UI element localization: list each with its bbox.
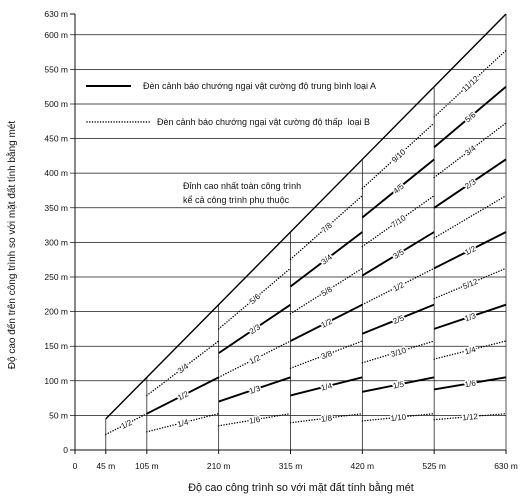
light-level-label-210-315-1: 1/3	[248, 384, 262, 396]
y-tick-label-500: 500 m	[44, 99, 68, 109]
light-level-line-315-420-6	[289, 194, 364, 260]
light-level-label-210-315-0: 1/6	[248, 415, 261, 426]
top-height-line	[105, 13, 507, 420]
light-level-label-525-630-1: 1/6	[464, 378, 477, 389]
y-tick-label-450: 450 m	[44, 134, 68, 144]
light-level-line-315-420-3	[290, 303, 363, 342]
light-level-label-315-420-1: 1/4	[320, 381, 334, 393]
x-axis-title: Độ cao công trình so với mặt đất tính bằ…	[188, 481, 414, 494]
light-level-line-420-525-4	[361, 267, 435, 306]
light-level-label-525-630-0: 1/12	[462, 412, 479, 422]
light-level-line-105-210-0	[146, 412, 220, 433]
light-level-label-525-630-8: 3/4	[463, 143, 478, 157]
light-level-line-105-210-2	[146, 340, 220, 397]
light-level-label-420-525-1: 1/5	[392, 379, 405, 390]
light-level-label-420-525-4: 1/2	[392, 280, 406, 293]
x-tick-label-525: 525 m	[422, 461, 446, 471]
x-tick-label-630: 630 m	[494, 461, 518, 471]
light-level-line-315-420-1	[290, 376, 363, 397]
y-tick-label-300: 300 m	[44, 237, 68, 247]
light-level-label-525-630-3: 1/3	[464, 311, 478, 323]
tick-labels-layer: 0 50 m 100 m 150 m 200 m 250 m 300 m 350 m 400 m…	[44, 9, 517, 471]
light-level-label-45-105-0: 1/2	[120, 418, 134, 431]
light-level-label-420-525-0: 1/10	[390, 412, 407, 423]
light-level-label-315-420-3: 1/2	[320, 316, 334, 329]
light-level-label-315-420-4: 5/8	[320, 284, 335, 298]
light-level-line-420-525-0	[361, 412, 435, 422]
light-level-label-315-420-2: 3/8	[320, 349, 334, 362]
light-level-line-525-630-6	[433, 194, 507, 239]
y-tick-label-630: 630 m	[44, 9, 68, 19]
y-tick-label-550: 550 m	[44, 64, 68, 74]
y-tick-label-0: 0	[63, 445, 68, 455]
light-level-line-525-630-9	[433, 85, 507, 148]
light-level-line-315-420-5	[289, 231, 363, 288]
x-tick-label-420: 420 m	[351, 461, 375, 471]
light-level-label-420-525-3: 2/5	[392, 313, 406, 326]
light-level-label-420-525-6: 7/10	[390, 213, 408, 230]
x-tick-label-315: 315 m	[279, 461, 303, 471]
legend-label-type-a: Đèn cảnh báo chướng ngại vật cường độ tr…	[143, 81, 376, 91]
y-tick-label-50: 50 m	[49, 410, 68, 420]
light-level-line-210-315-3	[218, 303, 292, 354]
annotation-line-1: Đỉnh cao nhất toàn công trình	[183, 181, 301, 191]
light-level-line-210-315-1	[218, 376, 291, 403]
y-tick-label-150: 150 m	[44, 341, 68, 351]
light-level-line-210-315-2	[217, 340, 292, 379]
line-labels-layer: 1/2 1/41/23/41/61/31/22/35/61/81/43/81/25…	[118, 72, 482, 432]
legend-label-type-b: Đèn cảnh báo chướng ngại vật cường độ th…	[157, 117, 370, 127]
y-tick-label-100: 100 m	[44, 376, 68, 386]
x-tick-label-0: 0	[73, 461, 78, 471]
light-level-line-315-420-2	[289, 340, 364, 369]
light-level-label-525-630-5: 1/2	[463, 244, 477, 257]
x-tick-label-105: 105 m	[135, 461, 159, 471]
light-level-line-525-630-5	[433, 231, 507, 270]
y-tick-label-350: 350 m	[44, 203, 68, 213]
light-level-line-525-630-1	[434, 376, 507, 391]
y-tick-label-200: 200 m	[44, 307, 68, 317]
y-axis-title: Độ cao đến trên công trình so với mặt đấ…	[5, 121, 18, 370]
light-level-line-525-630-0	[433, 412, 507, 421]
light-level-label-525-630-4: 5/12	[461, 277, 479, 292]
light-level-label-210-315-2: 1/2	[248, 353, 262, 366]
y-tick-label-250: 250 m	[44, 272, 68, 282]
light-level-line-315-420-4	[289, 267, 364, 315]
marks-layer	[105, 13, 507, 436]
top-height-annotation: Đỉnh cao nhất toàn công trình kể cả công…	[183, 181, 301, 205]
light-level-line-525-630-2	[433, 340, 507, 360]
light-level-line-525-630-3	[433, 303, 507, 330]
light-level-line-420-525-3	[361, 303, 435, 335]
light-level-line-420-525-2	[361, 340, 435, 364]
light-level-label-315-420-0: 1/8	[320, 413, 333, 423]
light-level-line-105-210-1	[146, 376, 220, 415]
light-level-line-420-525-6	[361, 194, 435, 248]
light-level-line-525-630-7	[433, 158, 507, 209]
light-level-line-420-525-1	[362, 376, 435, 393]
light-level-line-210-315-4	[217, 267, 292, 330]
light-level-line-525-630-8	[433, 122, 507, 179]
annotation-line-2: kể cả công trình phụ thuộc	[183, 195, 290, 205]
light-level-label-315-420-6: 7/8	[320, 220, 335, 234]
light-level-label-420-525-2: 3/10	[390, 346, 408, 359]
light-level-line-525-630-4	[433, 267, 507, 300]
light-level-label-105-210-1: 1/2	[176, 389, 190, 402]
light-level-line-420-525-7	[361, 158, 435, 219]
light-level-label-420-525-8: 9/10	[390, 147, 408, 165]
x-tick-label-210: 210 m	[207, 461, 231, 471]
light-level-line-45-105-0	[105, 412, 148, 436]
light-level-label-105-210-2: 3/4	[176, 361, 191, 375]
x-tick-label-45: 45 m	[96, 461, 115, 471]
light-level-line-420-525-5	[361, 231, 435, 277]
light-level-line-420-525-8	[361, 122, 435, 190]
y-tick-label-400: 400 m	[44, 168, 68, 178]
legend: Đèn cảnh báo chướng ngại vật cường độ tr…	[86, 81, 376, 127]
light-level-line-525-630-10	[433, 49, 507, 118]
y-tick-label-600: 600 m	[44, 30, 68, 40]
light-level-label-105-210-0: 1/4	[176, 417, 190, 429]
